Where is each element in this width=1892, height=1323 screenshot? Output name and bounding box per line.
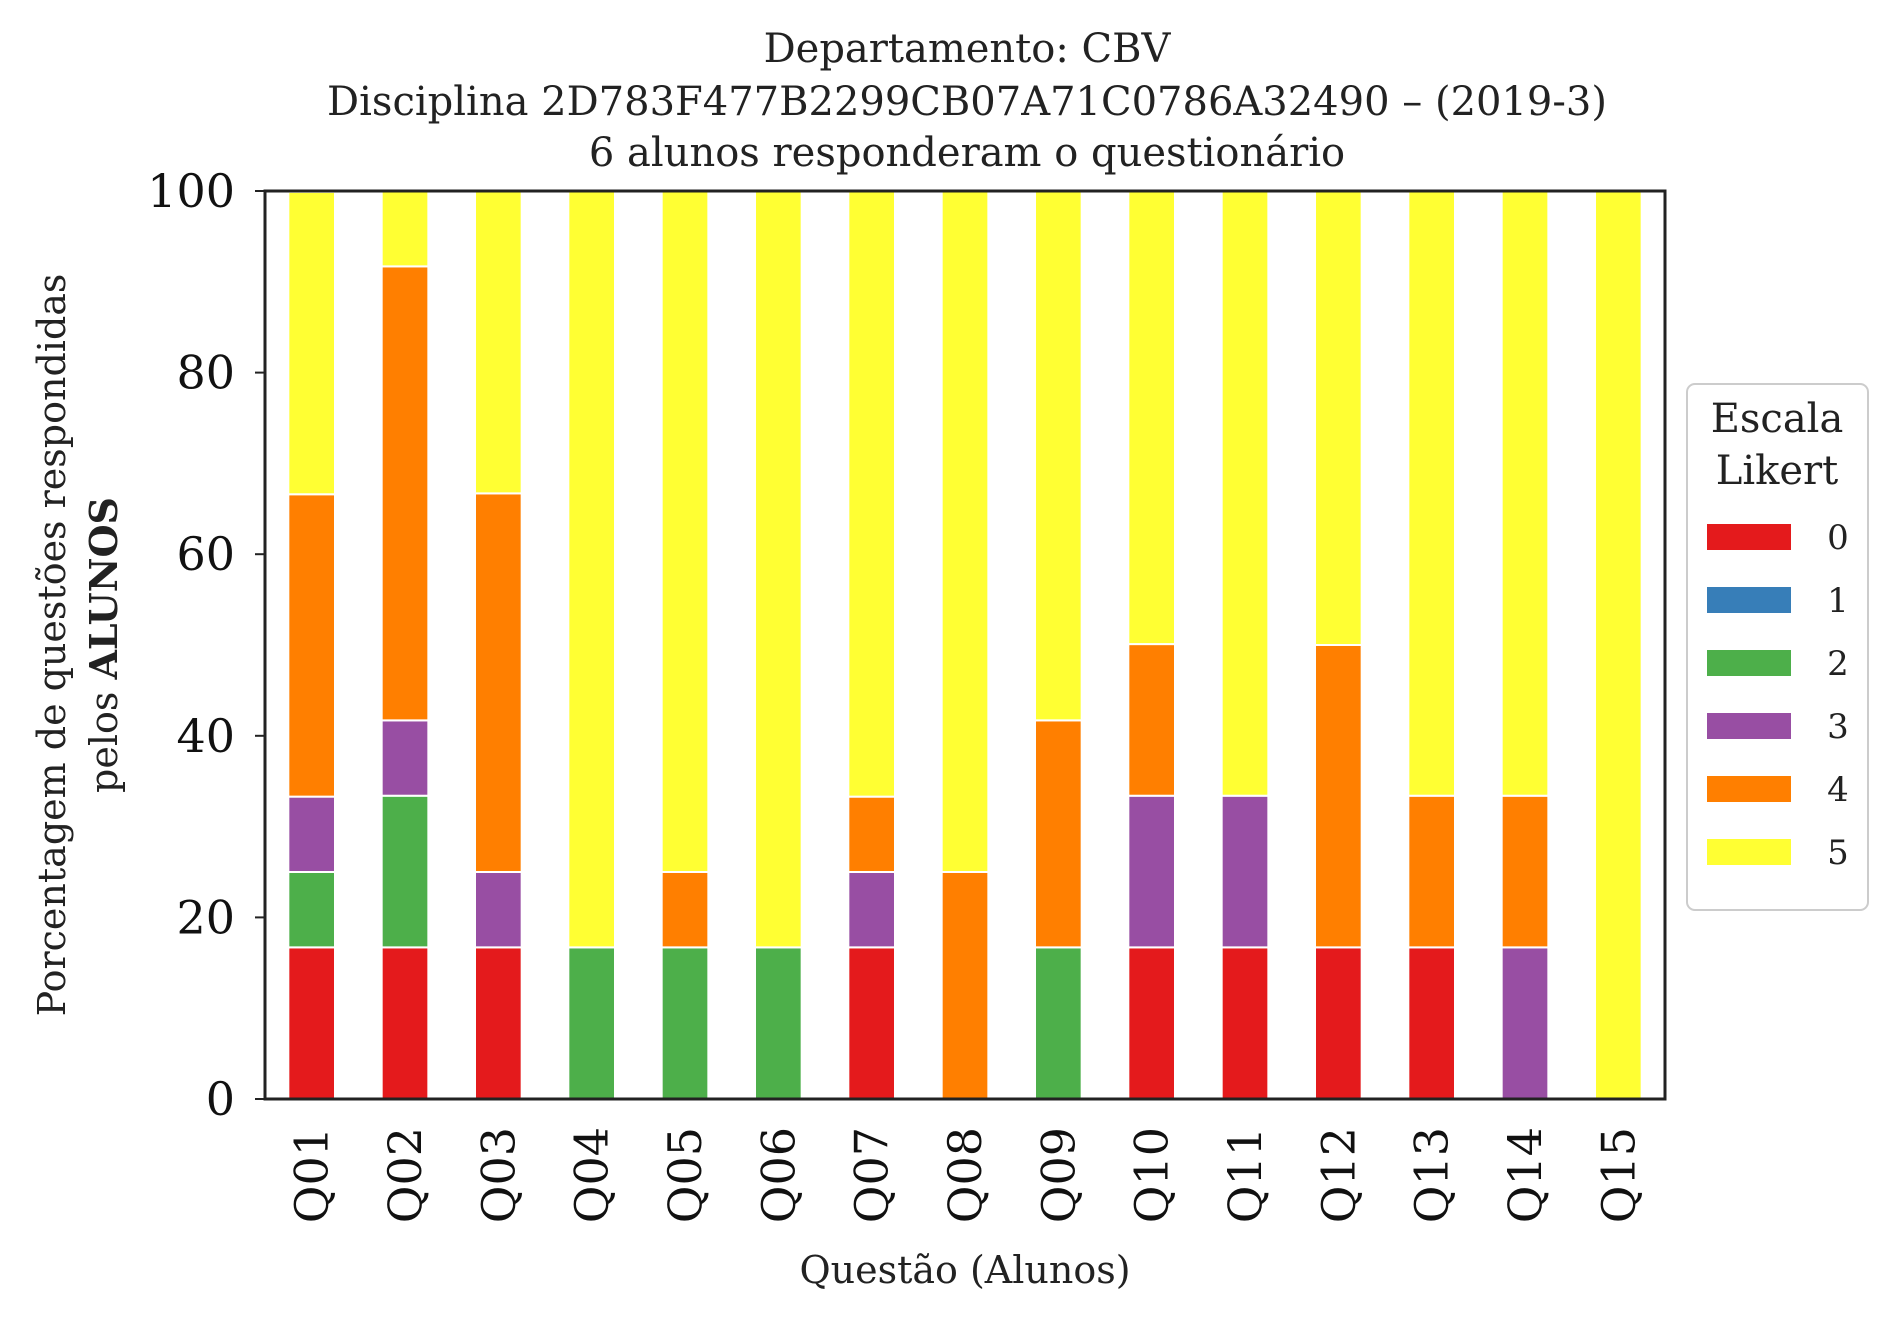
bar-q11-level-0 [1220, 946, 1270, 1100]
bar-q01-level-0 [287, 946, 336, 1100]
y-tick-label: 40 [176, 709, 235, 763]
bar-q02-level-0 [380, 946, 430, 1100]
y-axis-label-bold: ALUNOS [81, 497, 126, 681]
plot-frame [263, 189, 1667, 1101]
x-tick-label: Q05 [658, 1127, 712, 1223]
bar-q02-level-4 [380, 265, 430, 722]
x-axis-ticks: Q01 Q02 Q03 Q04 Q05 Q06 Q07 Q08 Q09 Q10 Q11 Q12 Q13 Q… [285, 1127, 1646, 1223]
legend-label-1: 1 [1827, 581, 1849, 621]
bar-q14-level-4 [1500, 794, 1550, 949]
bar-q10-level-3 [1127, 794, 1176, 949]
bar-q03-level-3 [474, 871, 523, 949]
x-tick-label: Q11 [1218, 1127, 1272, 1223]
bar-q07-level-4 [847, 795, 897, 874]
bars-layer [287, 189, 1643, 1100]
bar-q15-level-5 [1594, 190, 1643, 1100]
bar-q12-level-5 [1314, 190, 1363, 646]
x-tick-label: Q01 [285, 1127, 339, 1223]
bar-q08-level-5 [940, 190, 990, 873]
bar-q10-level-5 [1127, 189, 1176, 646]
title-line-1: Departamento: CBV [764, 26, 1172, 72]
x-tick-label: Q14 [1498, 1127, 1552, 1223]
x-tick-label: Q06 [751, 1127, 805, 1223]
bar-q01-level-4 [287, 493, 336, 798]
bar-q01-level-3 [287, 795, 336, 874]
legend-swatch-4 [1707, 776, 1791, 802]
y-axis-ticks: 0 20 40 60 80 100 [147, 164, 265, 1126]
y-tick-label: 80 [176, 346, 235, 400]
legend-title-line-2: Likert [1716, 448, 1838, 494]
legend-label-5: 5 [1827, 833, 1849, 873]
bar-q13-level-5 [1407, 189, 1456, 797]
y-axis-label-line-1: Porcentagem de questões respondidas [30, 274, 74, 1017]
x-axis-label: Questão (Alunos) [799, 1248, 1130, 1292]
legend-label-4: 4 [1827, 770, 1849, 810]
bar-q05-level-4 [660, 871, 710, 949]
bar-q07-level-3 [847, 871, 897, 949]
bar-q04-level-5 [567, 190, 617, 949]
bar-q04-level-2 [567, 946, 617, 1100]
x-tick-label: Q09 [1031, 1127, 1085, 1223]
chart-title: Departamento: CBV Disciplina 2D783F477B2… [327, 26, 1607, 176]
title-line-2: Disciplina 2D783F477B2299CB07A71C0786A32… [327, 79, 1607, 125]
bar-q03-level-5 [474, 190, 523, 495]
bar-q05-level-5 [660, 190, 710, 873]
bar-q01-level-2 [287, 871, 336, 949]
legend-label-2: 2 [1827, 644, 1849, 684]
bar-q02-level-2 [380, 794, 430, 949]
bar-q11-level-3 [1220, 794, 1270, 949]
legend-swatch-2 [1707, 650, 1791, 676]
legend-swatch-1 [1707, 587, 1791, 613]
bar-q12-level-0 [1314, 946, 1363, 1100]
y-axis-label-line-2: pelos ALUNOS [81, 497, 126, 793]
x-tick-label: Q12 [1311, 1127, 1365, 1223]
bar-q10-level-4 [1127, 643, 1176, 797]
y-tick-label: 0 [206, 1072, 235, 1126]
y-tick-label: 60 [176, 527, 235, 581]
y-tick-label: 20 [176, 890, 235, 944]
legend: Escala Likert 0 1 2 3 4 5 [1686, 383, 1869, 911]
x-tick-label: Q15 [1591, 1127, 1645, 1223]
y-tick-label: 100 [147, 164, 235, 218]
title-line-3: 6 alunos responderam o questionário [589, 130, 1345, 176]
bar-q13-level-0 [1407, 946, 1456, 1100]
legend-swatch-0 [1707, 524, 1791, 550]
legend-items: 0 1 2 3 4 5 [1707, 518, 1849, 873]
bar-q09-level-5 [1034, 190, 1083, 722]
bar-q03-level-0 [474, 946, 523, 1100]
y-axis-label: Porcentagem de questões respondidas pelo… [30, 274, 126, 1017]
bar-q09-level-2 [1034, 946, 1083, 1100]
bar-q12-level-4 [1314, 644, 1363, 949]
x-tick-label: Q07 [845, 1127, 899, 1223]
y-axis-label-prefix: pelos [82, 680, 126, 793]
bar-q11-level-5 [1220, 189, 1270, 797]
legend-title-line-1: Escala [1711, 396, 1844, 442]
bar-q01-level-5 [287, 190, 336, 496]
bar-q08-level-4 [940, 871, 990, 1100]
legend-label-3: 3 [1827, 707, 1849, 747]
x-tick-label: Q08 [938, 1127, 992, 1223]
legend-swatch-5 [1707, 839, 1791, 865]
bar-q02-level-3 [380, 719, 430, 797]
bar-q10-level-0 [1127, 946, 1176, 1100]
bar-q06-level-5 [754, 190, 803, 949]
legend-swatch-3 [1707, 713, 1791, 739]
x-tick-label: Q04 [565, 1127, 619, 1223]
bar-q07-level-0 [847, 946, 897, 1100]
bar-q05-level-2 [660, 946, 710, 1100]
x-tick-label: Q02 [378, 1127, 432, 1223]
bar-q09-level-4 [1034, 719, 1083, 949]
legend-label-0: 0 [1827, 518, 1849, 558]
x-tick-label: Q03 [471, 1127, 525, 1223]
bar-q14-level-5 [1500, 189, 1550, 797]
bar-q06-level-2 [754, 946, 803, 1100]
bar-q03-level-4 [474, 492, 523, 873]
bar-q07-level-5 [847, 190, 897, 798]
bar-q02-level-5 [380, 190, 430, 268]
bar-q14-level-3 [1500, 946, 1550, 1100]
x-tick-label: Q10 [1125, 1127, 1179, 1223]
bar-q13-level-4 [1407, 794, 1456, 949]
x-tick-label: Q13 [1405, 1127, 1459, 1223]
